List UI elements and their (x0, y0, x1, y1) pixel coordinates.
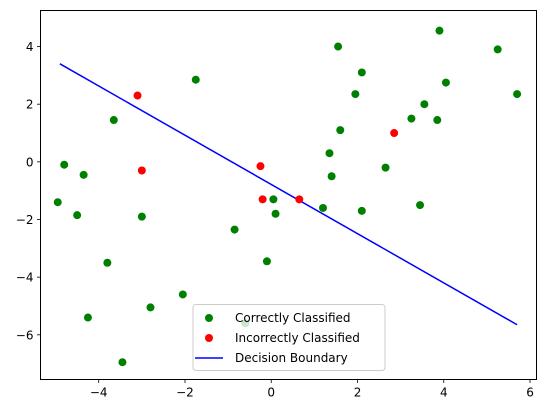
incorrect-point (133, 91, 142, 100)
decision-boundary-line (59, 63, 518, 326)
incorrect-point (390, 129, 399, 138)
legend-marker-incorrect (205, 334, 213, 342)
correct-point (407, 114, 416, 123)
x-tick-label: 0 (267, 386, 275, 400)
correct-point (191, 75, 200, 84)
legend: Correctly Classified Incorrectly Classif… (192, 304, 386, 371)
x-tick-label: 6 (526, 386, 534, 400)
correct-point (336, 126, 345, 135)
legend-marker-correct (205, 314, 213, 322)
incorrect-point (295, 195, 304, 204)
correct-point (381, 163, 390, 172)
x-tick-label: 2 (354, 386, 362, 400)
plot-frame (40, 10, 537, 380)
correct-point (357, 206, 366, 215)
correct-point (178, 290, 187, 299)
incorrect-point (137, 166, 146, 175)
correct-point (230, 225, 239, 234)
points-layer (53, 26, 522, 367)
correct-point (493, 45, 502, 54)
y-tick-label: 4 (26, 40, 34, 54)
correct-point (334, 42, 343, 51)
y-tick-label: −2 (16, 213, 34, 227)
x-tick-label: −2 (176, 386, 194, 400)
correct-point (327, 172, 336, 181)
incorrect-point (256, 162, 265, 171)
correct-point (53, 198, 62, 207)
correct-point (416, 201, 425, 210)
correct-point (435, 26, 444, 35)
y-axis: −6 −4 −2 0 2 4 (16, 40, 41, 342)
correct-point (118, 358, 127, 367)
lines-layer (59, 63, 518, 326)
correct-point (433, 116, 442, 125)
x-axis: −4 −2 0 2 4 6 (90, 379, 534, 400)
x-tick-label: 4 (440, 386, 448, 400)
x-tick-label: −4 (90, 386, 108, 400)
correct-point (146, 303, 155, 312)
correct-point (73, 211, 82, 220)
correct-point (103, 258, 112, 267)
correct-point (83, 313, 92, 322)
y-tick-label: −6 (16, 328, 34, 342)
legend-label-boundary: Decision Boundary (235, 351, 348, 365)
correct-point (79, 170, 88, 179)
correct-point (271, 209, 280, 218)
correct-point (351, 90, 360, 99)
correct-point (109, 116, 118, 125)
correct-point (357, 68, 366, 77)
correct-point (441, 78, 450, 87)
correct-point (325, 149, 334, 158)
y-tick-label: −4 (16, 271, 34, 285)
correct-point (262, 257, 271, 266)
legend-label-incorrect: Incorrectly Classified (235, 331, 360, 345)
correct-point (60, 160, 69, 169)
y-tick-label: 2 (26, 98, 34, 112)
legend-box (192, 304, 386, 371)
correct-point (137, 212, 146, 221)
incorrect-point (258, 195, 267, 204)
correct-point (420, 100, 429, 109)
correct-point (513, 90, 522, 99)
y-tick-label: 0 (26, 155, 34, 169)
correct-point (319, 203, 328, 212)
legend-label-correct: Correctly Classified (235, 311, 351, 325)
correct-point (269, 195, 278, 204)
